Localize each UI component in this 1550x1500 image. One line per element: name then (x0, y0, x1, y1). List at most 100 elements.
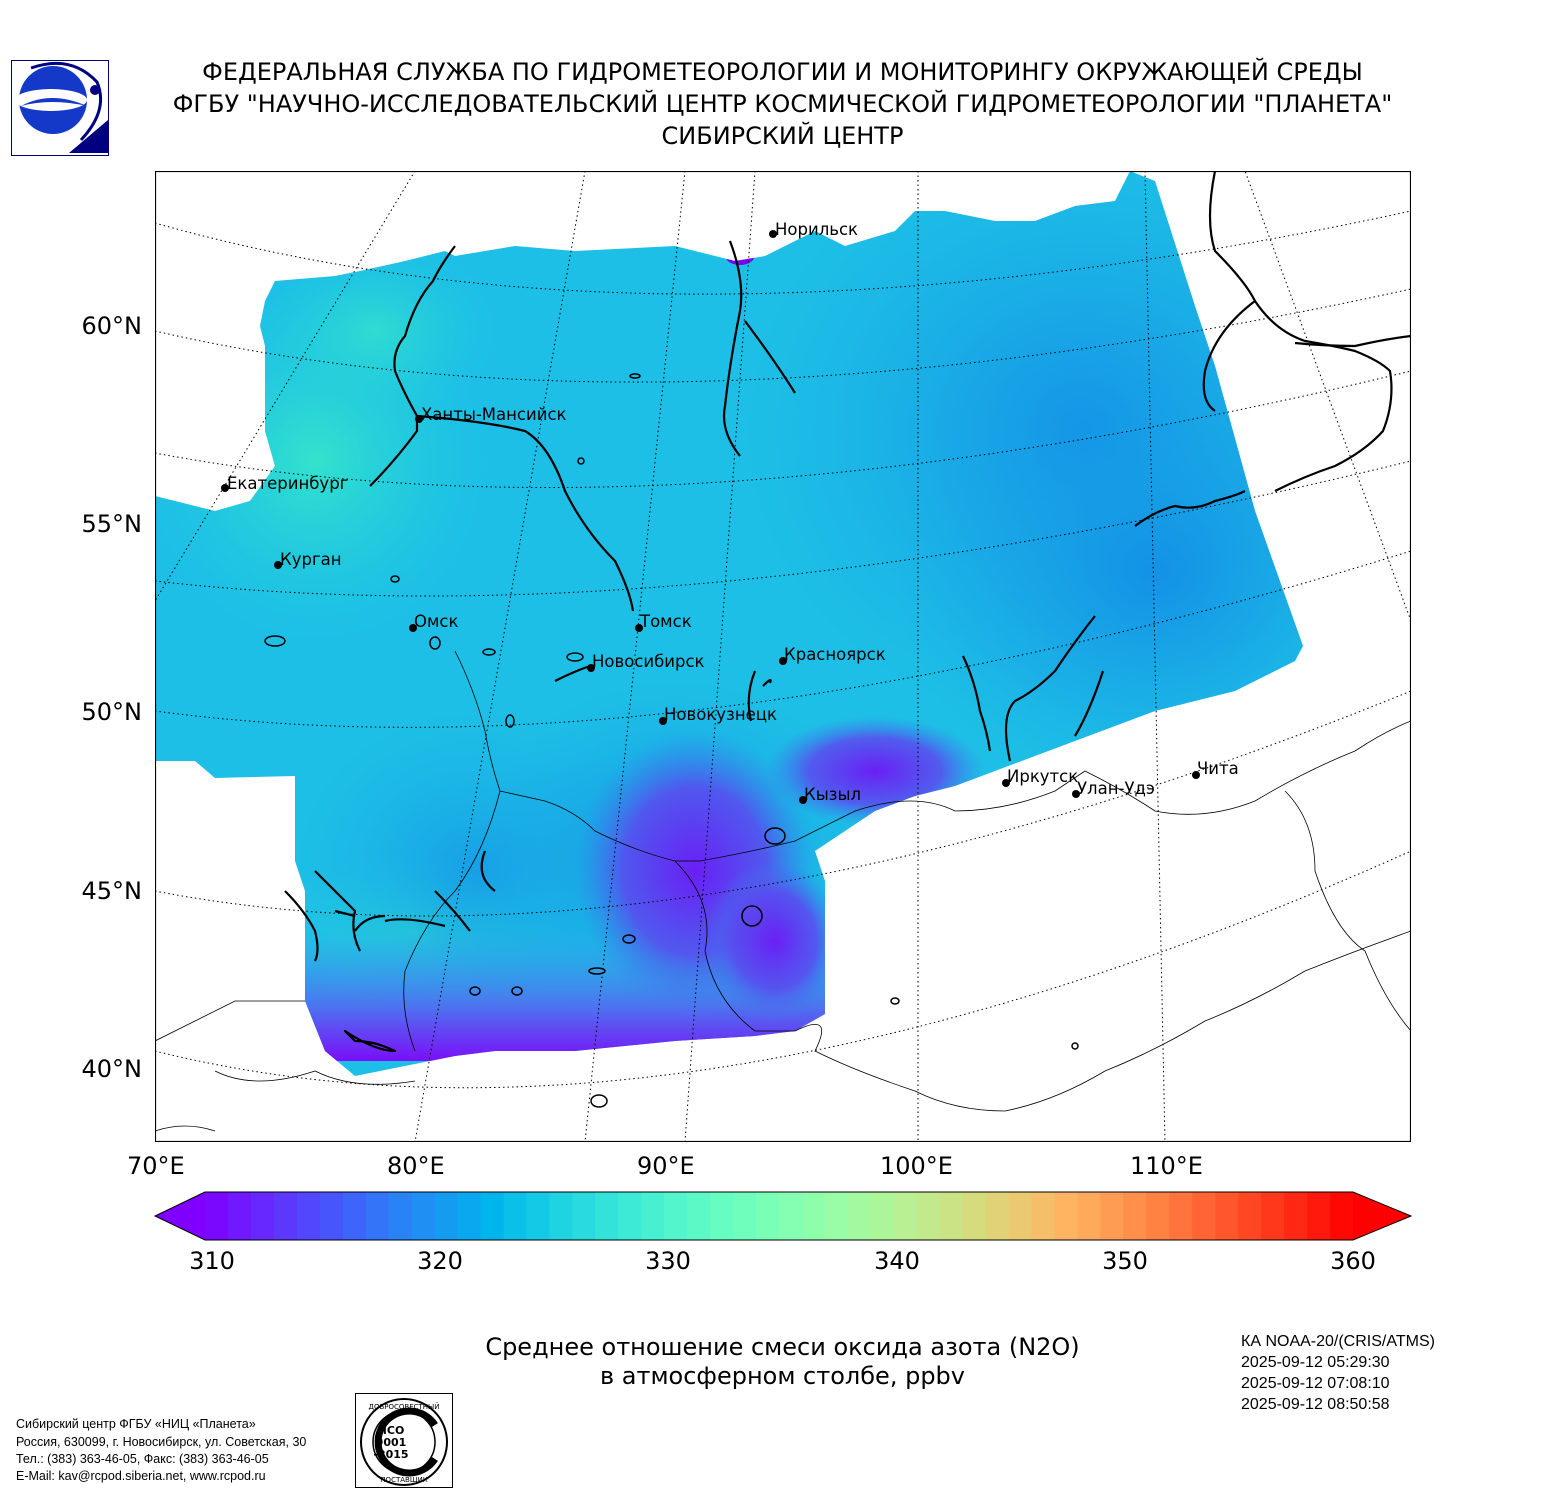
colorbar-tick: 340 (874, 1247, 920, 1275)
colorbar-segment (526, 1192, 550, 1240)
footer-org: Сибирский центр ФГБУ «НИЦ «Планета» (16, 1417, 256, 1431)
colorbar-segment (779, 1192, 803, 1240)
colorbar-segment (1100, 1192, 1124, 1240)
colorbar-segment (1031, 1192, 1056, 1240)
city-label: Норильск (775, 220, 858, 239)
colorbar-segment (756, 1192, 780, 1240)
n2o-map: Норильск Ханты-Мансийск Екатеринбург Кур… (155, 171, 1411, 1142)
colorbar (153, 1191, 1413, 1241)
city-label: Ханты-Мансийск (421, 405, 567, 424)
lon-label-110: 110°E (1130, 1152, 1203, 1180)
city-label: Новокузнецк (664, 705, 777, 724)
colorbar-extend-low (155, 1192, 205, 1240)
colorbar-segment (296, 1192, 321, 1240)
colorbar-segment (1284, 1192, 1308, 1240)
colorbar-segment (1192, 1192, 1216, 1240)
city-dot (415, 415, 423, 423)
city-dot (1072, 790, 1080, 798)
city-label: Кызыл (804, 785, 861, 804)
city-dot (1002, 779, 1010, 787)
svg-text:ИСО: ИСО (378, 1424, 405, 1437)
footer-email: E-Mail: kav@rcpod.siberia.net, www.rcpod… (16, 1469, 266, 1483)
city-dot (587, 664, 595, 672)
chart-title-line-2: в атмосферном столбе, ppbv (599, 1362, 965, 1390)
city-label: Чита (1197, 759, 1239, 778)
colorbar-segment (985, 1192, 1010, 1240)
colorbar-tick: 320 (417, 1247, 463, 1275)
city-label: Омск (414, 612, 459, 631)
colorbar-segment (710, 1192, 734, 1240)
city-label: Новосибирск (592, 652, 705, 671)
colorbar-segment (572, 1192, 596, 1240)
colorbar-segment (733, 1192, 757, 1240)
colorbar-segment (480, 1192, 505, 1240)
city-dot (635, 624, 643, 632)
colorbar-segment (1169, 1192, 1193, 1240)
colorbar-segment (273, 1192, 298, 1240)
lat-label-60: 60°N (81, 312, 143, 340)
colorbar-segment (1261, 1192, 1285, 1240)
colorbar-segment (434, 1192, 459, 1240)
city-label: Иркутск (1007, 767, 1078, 786)
colorbar-tick: 330 (645, 1247, 691, 1275)
colorbar-segment (342, 1192, 367, 1240)
satellite-time: 2025-09-12 08:50:58 (1241, 1396, 1390, 1413)
svg-text:ДОБРОСОВЕСТНЫЙ: ДОБРОСОВЕСТНЫЙ (369, 1402, 440, 1411)
lon-label-80: 80°E (387, 1152, 445, 1180)
colorbar-segment (687, 1192, 711, 1240)
header-line-3: СИБИРСКИЙ ЦЕНТР (661, 122, 904, 150)
footer-address: Россия, 630099, г. Новосибирск, ул. Сове… (16, 1435, 307, 1449)
colorbar-segment (1054, 1192, 1079, 1240)
footer-phone: Тел.: (383) 363-46-05, Факс: (383) 363-4… (16, 1452, 269, 1466)
colorbar-segment (549, 1192, 573, 1240)
lon-label-90: 90°E (637, 1152, 695, 1180)
colorbar-segment (227, 1192, 252, 1240)
colorbar-segment (1215, 1192, 1239, 1240)
lon-label-100: 100°E (880, 1152, 953, 1180)
colorbar-segment (503, 1192, 528, 1240)
colorbar-tick: 310 (189, 1247, 235, 1275)
city-dot (779, 657, 787, 665)
chart-title-line-1: Среднее отношение смеси оксида азота (N2… (485, 1333, 1080, 1361)
colorbar-segment (801, 1192, 826, 1240)
lat-label-45: 45°N (81, 877, 143, 905)
roshydromet-logo (11, 60, 109, 156)
colorbar-segment (411, 1192, 436, 1240)
city-dot (659, 717, 667, 725)
colorbar-segment (641, 1192, 665, 1240)
city-dot (274, 561, 282, 569)
city-label: Улан-Удэ (1077, 779, 1155, 798)
lat-label-50: 50°N (81, 698, 143, 726)
svg-text:-2015: -2015 (373, 1448, 408, 1461)
city-dot (409, 624, 417, 632)
city-label: Красноярск (784, 645, 886, 664)
svg-text:ПОСТАВЩИК: ПОСТАВЩИК (380, 1476, 427, 1484)
satellite-time: 2025-09-12 05:29:30 (1241, 1354, 1390, 1371)
satellite-name: КА NOAA-20/(CRIS/ATMS) (1241, 1333, 1435, 1350)
city-dot (1192, 771, 1200, 779)
colorbar-segment (893, 1192, 918, 1240)
colorbar-segment (618, 1192, 642, 1240)
colorbar-segment (1330, 1192, 1354, 1240)
header-line-2: ФГБУ "НАУЧНО-ИССЛЕДОВАТЕЛЬСКИЙ ЦЕНТР КОС… (172, 90, 1393, 118)
colorbar-segment (1123, 1192, 1147, 1240)
colorbar-segment (664, 1192, 688, 1240)
colorbar-outline (153, 1191, 1413, 1241)
colorbar-segment (205, 1192, 229, 1240)
colorbar-segment (250, 1192, 275, 1240)
colorbar-tick: 360 (1330, 1247, 1376, 1275)
colorbar-segment (939, 1192, 964, 1240)
city-label: Курган (280, 550, 342, 569)
svg-text:9001: 9001 (376, 1436, 407, 1449)
colorbar-segment (457, 1192, 482, 1240)
colorbar-segment (1146, 1192, 1170, 1240)
city-dot (799, 796, 807, 804)
city-dot (769, 230, 777, 238)
colorbar-segment (388, 1192, 413, 1240)
lat-label-40: 40°N (81, 1055, 143, 1083)
colorbar-segment (962, 1192, 987, 1240)
colorbar-segment (1008, 1192, 1033, 1240)
colorbar-segment (916, 1192, 941, 1240)
colorbar-extend-high (1353, 1192, 1411, 1240)
colorbar-segment (365, 1192, 390, 1240)
